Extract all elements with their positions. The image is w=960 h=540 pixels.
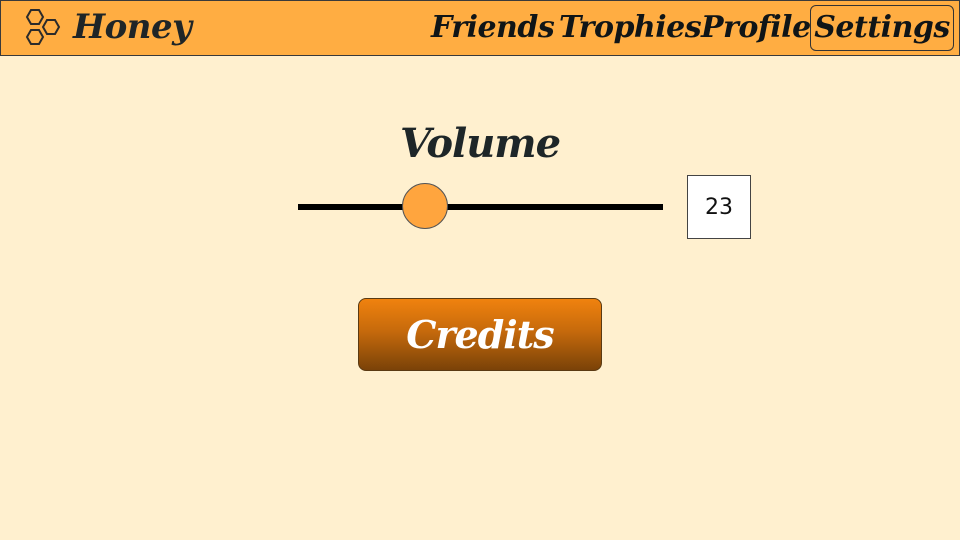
app-brand[interactable]: Honey [73,7,192,47]
nav-trophies[interactable]: Trophies [559,10,702,45]
nav-profile[interactable]: Profile [701,10,811,45]
volume-slider-thumb[interactable] [402,183,448,229]
volume-slider-track[interactable] [298,204,663,210]
top-navbar: Honey Friends Trophies Profile Settings [0,0,960,56]
nav-settings[interactable]: Settings [810,5,954,51]
volume-label: Volume [399,120,561,167]
volume-slider[interactable] [298,180,664,234]
honeycomb-icon [25,9,61,45]
credits-button[interactable]: Credits [358,298,602,371]
volume-value-input[interactable] [687,175,751,239]
nav-friends[interactable]: Friends [431,10,555,45]
